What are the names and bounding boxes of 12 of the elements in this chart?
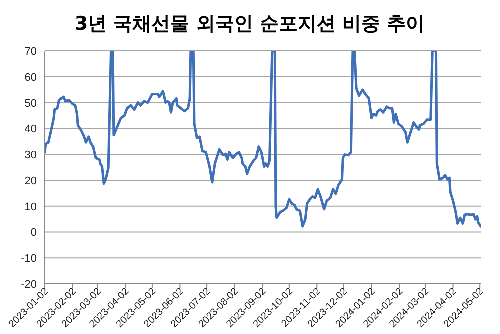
y-tick-label: 30 [24, 150, 37, 162]
y-tick-label: 10 [24, 201, 37, 214]
y-tick-label: -10 [21, 253, 37, 266]
y-tick-label: 40 [24, 124, 37, 136]
y-tick-label: 20 [24, 175, 37, 188]
y-tick-label: 0 [30, 227, 37, 240]
line-series [45, 51, 481, 228]
y-tick-label: -20 [21, 279, 37, 291]
y-tick-label: 50 [24, 98, 37, 110]
chart-title: 3년 국채선물 외국인 순포지션 비중 추이 [74, 13, 426, 35]
y-tick-label: 70 [24, 46, 37, 58]
y-tick-label: 60 [24, 72, 37, 84]
